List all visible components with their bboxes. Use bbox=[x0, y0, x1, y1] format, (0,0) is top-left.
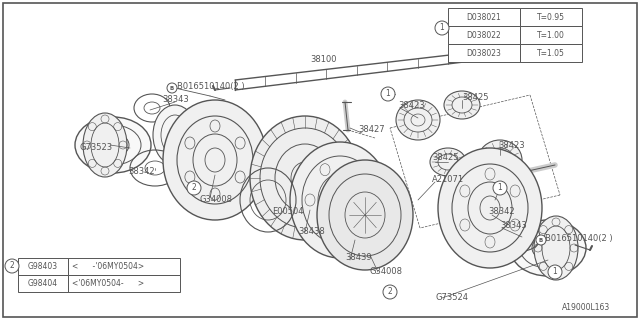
Bar bbox=[448, 44, 520, 62]
Text: T=0.95: T=0.95 bbox=[537, 12, 565, 21]
Text: 38100: 38100 bbox=[310, 55, 337, 65]
Text: G73523: G73523 bbox=[80, 143, 113, 153]
Ellipse shape bbox=[250, 116, 360, 240]
Text: D038021: D038021 bbox=[467, 12, 501, 21]
Text: 1: 1 bbox=[386, 90, 390, 99]
Text: 38438: 38438 bbox=[298, 228, 324, 236]
Ellipse shape bbox=[478, 140, 522, 180]
Ellipse shape bbox=[75, 117, 151, 173]
Text: 38342: 38342 bbox=[488, 207, 515, 217]
Text: D038022: D038022 bbox=[467, 30, 501, 39]
Bar bbox=[68, 258, 180, 275]
Bar bbox=[448, 26, 520, 44]
Text: 1: 1 bbox=[440, 23, 444, 33]
Bar bbox=[18, 258, 68, 275]
Text: 38425: 38425 bbox=[462, 92, 488, 101]
Text: B: B bbox=[539, 237, 543, 243]
Ellipse shape bbox=[290, 142, 390, 258]
Text: 38343: 38343 bbox=[500, 220, 527, 229]
Ellipse shape bbox=[153, 105, 197, 165]
Text: A21071: A21071 bbox=[432, 175, 464, 185]
Text: 38439: 38439 bbox=[345, 253, 372, 262]
Ellipse shape bbox=[435, 21, 449, 35]
Ellipse shape bbox=[381, 87, 395, 101]
Bar bbox=[520, 26, 582, 44]
Text: T=1.05: T=1.05 bbox=[537, 49, 565, 58]
Text: 38423: 38423 bbox=[498, 140, 525, 149]
Text: 38343: 38343 bbox=[162, 95, 189, 105]
Text: 38342: 38342 bbox=[128, 167, 155, 177]
Ellipse shape bbox=[317, 160, 413, 270]
Ellipse shape bbox=[5, 259, 19, 273]
Text: B: B bbox=[170, 85, 174, 91]
Ellipse shape bbox=[548, 265, 562, 279]
Text: 2: 2 bbox=[388, 287, 392, 297]
Bar bbox=[18, 275, 68, 292]
Text: A19000L163: A19000L163 bbox=[562, 303, 610, 313]
Text: B016510140(2 ): B016510140(2 ) bbox=[177, 83, 244, 92]
Text: B016510140(2 ): B016510140(2 ) bbox=[545, 234, 612, 243]
Text: 38423: 38423 bbox=[398, 100, 424, 109]
Text: T=1.00: T=1.00 bbox=[537, 30, 565, 39]
Ellipse shape bbox=[187, 181, 201, 195]
Ellipse shape bbox=[180, 126, 210, 170]
Ellipse shape bbox=[383, 285, 397, 299]
Bar bbox=[520, 8, 582, 26]
Text: G34008: G34008 bbox=[200, 196, 233, 204]
Text: <'06MY0504-      >: <'06MY0504- > bbox=[72, 279, 144, 288]
Text: G98403: G98403 bbox=[28, 262, 58, 271]
Text: D038023: D038023 bbox=[467, 49, 501, 58]
Text: G34008: G34008 bbox=[370, 268, 403, 276]
Text: 1: 1 bbox=[552, 268, 557, 276]
Ellipse shape bbox=[396, 100, 440, 140]
Text: G98404: G98404 bbox=[28, 279, 58, 288]
Text: E00504: E00504 bbox=[272, 207, 303, 217]
Ellipse shape bbox=[493, 181, 507, 195]
Bar bbox=[520, 44, 582, 62]
Ellipse shape bbox=[534, 216, 578, 280]
Ellipse shape bbox=[510, 220, 586, 276]
Ellipse shape bbox=[438, 148, 542, 268]
Text: 1: 1 bbox=[498, 183, 502, 193]
Bar bbox=[68, 275, 180, 292]
Text: 2: 2 bbox=[10, 261, 14, 270]
Text: G73524: G73524 bbox=[435, 292, 468, 301]
Ellipse shape bbox=[167, 83, 177, 93]
Ellipse shape bbox=[444, 91, 480, 119]
Text: 38425: 38425 bbox=[432, 154, 458, 163]
Ellipse shape bbox=[536, 235, 546, 245]
Ellipse shape bbox=[163, 100, 267, 220]
Text: 38427: 38427 bbox=[358, 125, 385, 134]
Ellipse shape bbox=[83, 113, 127, 177]
Text: <      -'06MY0504>: < -'06MY0504> bbox=[72, 262, 144, 271]
Ellipse shape bbox=[430, 148, 466, 176]
Text: 2: 2 bbox=[191, 183, 196, 193]
Bar bbox=[448, 8, 520, 26]
